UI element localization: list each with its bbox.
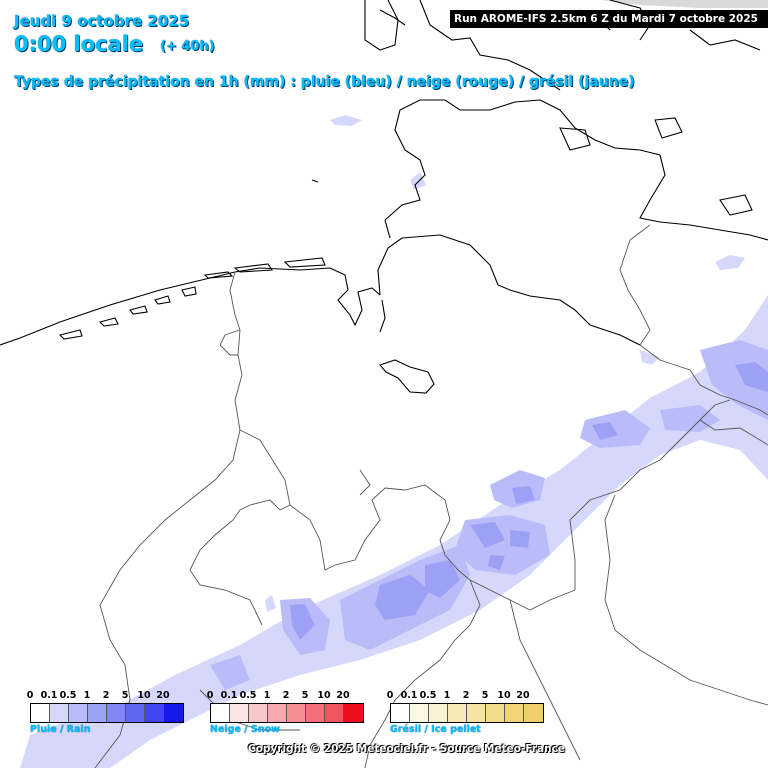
legend-tick-label: 0 [26, 690, 34, 701]
legend-swatch [306, 704, 325, 722]
legend-swatch [230, 704, 249, 722]
legend-tick-label: 10 [317, 690, 331, 701]
legend-swatch [467, 704, 486, 722]
legend-tick-label: 20 [516, 690, 530, 701]
legend-swatch [31, 704, 50, 722]
legend-sleet: 0 0.1 0.5 1 2 5 10 20 Grésil / Ice pellet [386, 690, 544, 735]
legend-swatch [429, 704, 448, 722]
legend-tick-label: 5 [121, 690, 129, 701]
rain-area-light [20, 115, 768, 768]
legend-swatches [210, 703, 364, 723]
run-info-banner: Run AROME-IFS 2.5km 6 Z du Mardi 7 octob… [450, 10, 768, 28]
legend-tick-label: 0.5 [239, 690, 257, 701]
legend-tick-label: 1 [263, 690, 271, 701]
legend-tick-label: 2 [462, 690, 470, 701]
forecast-time: 0:00 locale [14, 32, 144, 56]
legend-rain: 0 0.1 0.5 1 2 5 10 20 Pluie / Rain [26, 690, 184, 735]
legend-swatch [50, 704, 69, 722]
copyright-notice: Copyright © 2025 Meteociel.fr - Source M… [248, 743, 565, 755]
legend-tick-label: 1 [443, 690, 451, 701]
legend-swatch [249, 704, 268, 722]
legend-caption: Neige / Snow [210, 724, 280, 735]
legend-tick-label: 0.1 [40, 690, 58, 701]
legend-tick-label: 0.1 [220, 690, 238, 701]
legend-swatch [448, 704, 467, 722]
legend-swatch [88, 704, 107, 722]
forecast-date: Jeudi 9 octobre 2025 [14, 12, 190, 30]
legend-swatch [126, 704, 145, 722]
legend-swatches [30, 703, 184, 723]
legend-tick-label: 2 [282, 690, 290, 701]
legend-swatch [410, 704, 429, 722]
legend-swatch [69, 704, 88, 722]
legend-tick-label: 5 [481, 690, 489, 701]
legend-swatch [287, 704, 306, 722]
legend-caption: Pluie / Rain [30, 724, 91, 735]
legend-tick-label: 0 [386, 690, 394, 701]
legend-swatch [268, 704, 287, 722]
legend-swatch [164, 704, 183, 722]
legend-swatch [505, 704, 524, 722]
legend-tick-label: 20 [156, 690, 170, 701]
legend-tick-label: 0.1 [400, 690, 418, 701]
legend-tick-label: 2 [102, 690, 110, 701]
legend-tick-label: 1 [83, 690, 91, 701]
legend-tick-label: 0.5 [419, 690, 437, 701]
legend-caption: Grésil / Ice pellet [390, 724, 481, 735]
legend-tick-label: 5 [301, 690, 309, 701]
legend-swatch [524, 704, 543, 722]
legend-ticks: 0 0.1 0.5 1 2 5 10 20 [386, 690, 544, 703]
legend-tick-label: 10 [137, 690, 151, 701]
legend-swatch [107, 704, 126, 722]
forecast-offset: (+ 40h) [160, 39, 215, 54]
legend-tick-label: 10 [497, 690, 511, 701]
legend-tick-label: 0 [206, 690, 214, 701]
legend-swatch [391, 704, 410, 722]
rain-area-heavy [290, 362, 768, 640]
country-borders [94, 224, 768, 768]
legend-tick-label: 0.5 [59, 690, 77, 701]
legend-swatch [211, 704, 230, 722]
legend-ticks: 0 0.1 0.5 1 2 5 10 20 [206, 690, 364, 703]
legend-swatches [390, 703, 544, 723]
legend-swatch [344, 704, 363, 722]
legend-snow: 0 0.1 0.5 1 2 5 10 20 Neige / Snow [206, 690, 364, 735]
map-subtitle: Types de précipitation en 1h (mm) : plui… [14, 74, 635, 90]
no-data-area [600, 0, 768, 8]
legend-swatch [486, 704, 505, 722]
legend-tick-label: 20 [336, 690, 350, 701]
coastlines [0, 0, 768, 394]
legend-swatch [325, 704, 344, 722]
legend-ticks: 0 0.1 0.5 1 2 5 10 20 [26, 690, 184, 703]
legend-swatch [145, 704, 164, 722]
